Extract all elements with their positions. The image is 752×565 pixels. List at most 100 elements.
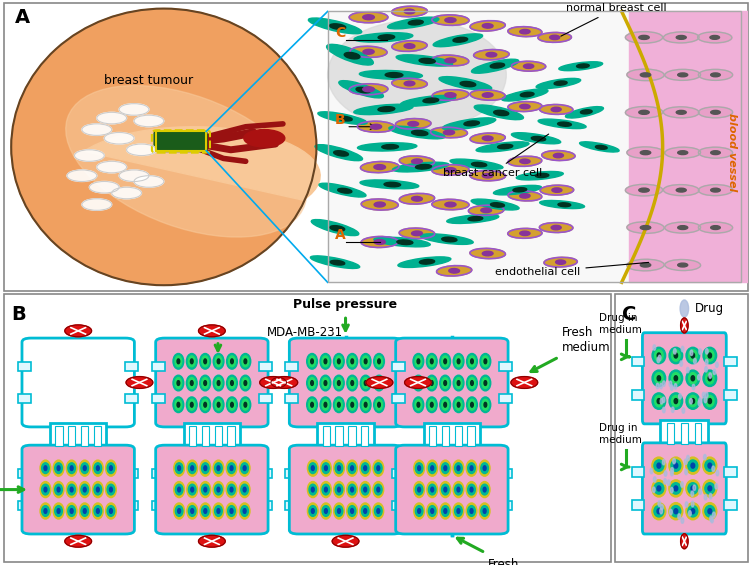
- Ellipse shape: [444, 359, 447, 364]
- Bar: [429, 426, 436, 446]
- Ellipse shape: [354, 33, 413, 42]
- Ellipse shape: [511, 133, 561, 144]
- Ellipse shape: [686, 503, 700, 520]
- Ellipse shape: [373, 460, 384, 476]
- Ellipse shape: [652, 393, 666, 409]
- Ellipse shape: [240, 375, 250, 391]
- Ellipse shape: [520, 105, 530, 108]
- Ellipse shape: [204, 487, 207, 492]
- Ellipse shape: [217, 402, 220, 407]
- Ellipse shape: [580, 142, 619, 152]
- Circle shape: [660, 398, 663, 404]
- Ellipse shape: [110, 466, 112, 471]
- Ellipse shape: [686, 393, 699, 409]
- Ellipse shape: [654, 483, 664, 494]
- Text: normal breast cell: normal breast cell: [561, 3, 666, 36]
- Circle shape: [693, 485, 696, 490]
- FancyBboxPatch shape: [642, 333, 726, 424]
- Bar: [392, 501, 405, 510]
- Ellipse shape: [374, 237, 430, 247]
- Ellipse shape: [350, 46, 387, 57]
- Ellipse shape: [414, 503, 424, 519]
- Ellipse shape: [322, 399, 329, 410]
- Ellipse shape: [177, 466, 180, 471]
- Ellipse shape: [652, 347, 666, 364]
- Circle shape: [698, 375, 700, 380]
- Ellipse shape: [430, 359, 433, 364]
- Ellipse shape: [431, 508, 434, 514]
- Ellipse shape: [551, 225, 561, 230]
- Ellipse shape: [202, 484, 209, 495]
- Ellipse shape: [672, 396, 680, 407]
- Ellipse shape: [204, 359, 207, 364]
- Ellipse shape: [413, 397, 423, 412]
- Ellipse shape: [40, 481, 51, 498]
- Ellipse shape: [654, 460, 664, 471]
- Ellipse shape: [214, 375, 224, 391]
- Ellipse shape: [699, 69, 732, 80]
- Ellipse shape: [484, 359, 487, 364]
- Ellipse shape: [453, 37, 468, 42]
- Ellipse shape: [362, 356, 369, 367]
- Ellipse shape: [655, 350, 663, 361]
- Ellipse shape: [92, 503, 103, 519]
- Ellipse shape: [441, 506, 449, 516]
- Ellipse shape: [444, 508, 447, 514]
- Ellipse shape: [338, 402, 340, 407]
- Ellipse shape: [453, 460, 464, 476]
- Ellipse shape: [226, 503, 237, 519]
- Ellipse shape: [308, 18, 362, 34]
- Ellipse shape: [538, 119, 586, 129]
- Ellipse shape: [175, 377, 182, 389]
- Ellipse shape: [455, 506, 462, 516]
- Circle shape: [685, 502, 688, 507]
- Ellipse shape: [319, 183, 366, 197]
- Ellipse shape: [186, 481, 198, 498]
- Ellipse shape: [376, 399, 382, 410]
- Ellipse shape: [520, 231, 530, 236]
- Ellipse shape: [474, 50, 509, 60]
- Ellipse shape: [442, 356, 448, 367]
- Ellipse shape: [708, 353, 711, 358]
- Ellipse shape: [200, 503, 211, 519]
- Circle shape: [366, 377, 393, 388]
- Circle shape: [259, 377, 287, 388]
- Bar: [189, 426, 196, 446]
- Ellipse shape: [466, 481, 477, 498]
- Ellipse shape: [554, 81, 567, 85]
- Ellipse shape: [244, 402, 247, 407]
- Ellipse shape: [468, 356, 475, 367]
- Ellipse shape: [81, 506, 89, 516]
- Ellipse shape: [441, 463, 449, 473]
- Ellipse shape: [450, 159, 503, 170]
- Text: Fresh
medium: Fresh medium: [488, 558, 537, 565]
- Circle shape: [660, 383, 663, 389]
- Circle shape: [699, 349, 702, 354]
- Ellipse shape: [466, 503, 477, 519]
- Circle shape: [712, 466, 714, 471]
- Ellipse shape: [464, 121, 480, 126]
- Ellipse shape: [329, 24, 346, 29]
- Ellipse shape: [376, 377, 382, 389]
- Ellipse shape: [215, 399, 222, 410]
- Ellipse shape: [231, 402, 233, 407]
- Ellipse shape: [326, 44, 373, 65]
- Ellipse shape: [455, 463, 462, 473]
- Ellipse shape: [689, 372, 697, 384]
- Bar: [152, 362, 165, 371]
- Ellipse shape: [68, 506, 75, 516]
- Ellipse shape: [453, 481, 464, 498]
- Ellipse shape: [703, 503, 717, 520]
- Ellipse shape: [691, 353, 695, 358]
- Text: Drug in
medium: Drug in medium: [599, 313, 642, 335]
- Bar: [632, 500, 644, 510]
- Ellipse shape: [217, 381, 220, 385]
- Ellipse shape: [311, 359, 314, 364]
- Ellipse shape: [347, 460, 357, 476]
- Ellipse shape: [191, 487, 194, 492]
- Ellipse shape: [468, 484, 475, 495]
- Ellipse shape: [80, 481, 90, 498]
- Ellipse shape: [470, 487, 473, 492]
- Ellipse shape: [350, 487, 353, 492]
- Ellipse shape: [377, 508, 380, 514]
